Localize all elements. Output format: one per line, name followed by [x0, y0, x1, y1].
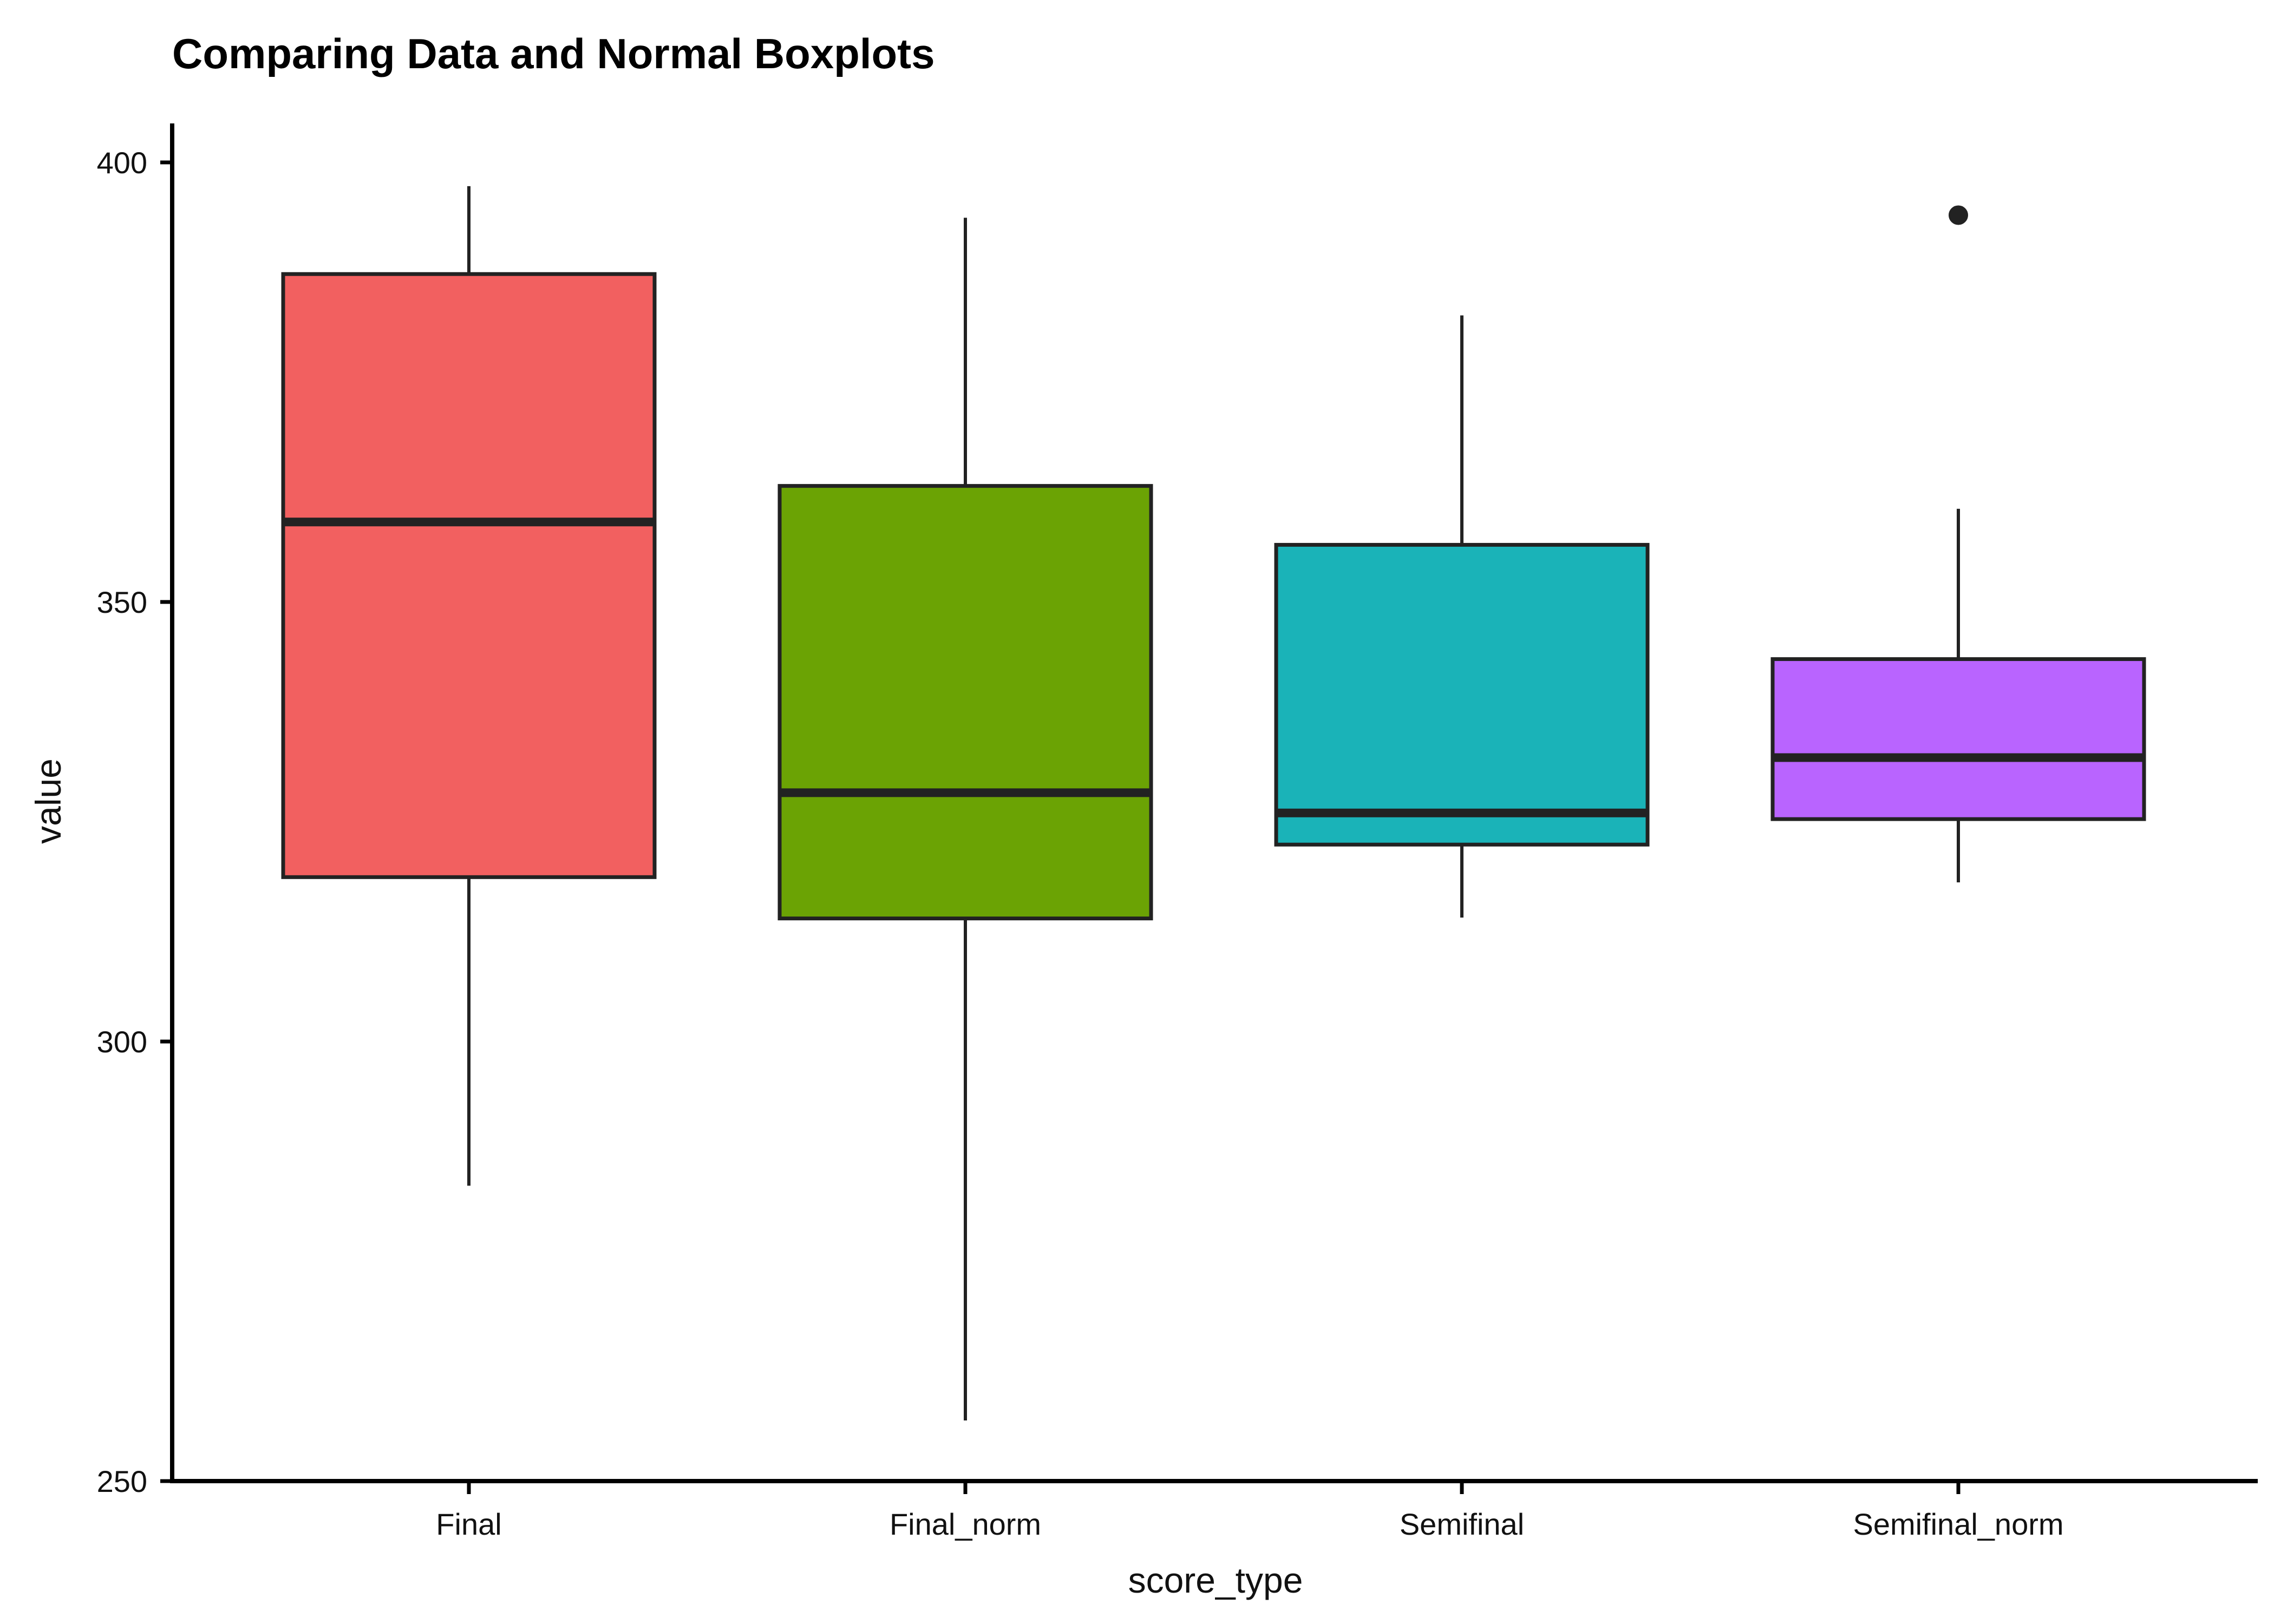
y-tick-label: 400: [97, 146, 147, 180]
plot-area: [281, 186, 2146, 1420]
x-tick-label: Final_norm: [890, 1507, 1041, 1541]
y-axis-title: value: [28, 758, 68, 844]
chart-title: Comparing Data and Normal Boxplots: [172, 30, 935, 77]
outlier-point-semifinal-norm: [1949, 205, 1968, 225]
box-group-semifinal: [1274, 315, 1650, 918]
box-group-semifinal-norm: [1770, 205, 2146, 883]
box-group-final-norm: [777, 218, 1153, 1420]
box-final-norm: [777, 484, 1153, 921]
x-tick-label: Semifinal: [1400, 1507, 1524, 1541]
x-tick-label: Semifinal_norm: [1853, 1507, 2063, 1541]
box-final: [281, 272, 657, 879]
y-tick-label: 250: [97, 1464, 147, 1498]
x-axis-ticks: Final Final_norm Semifinal Semifinal_norm: [436, 1481, 2064, 1541]
y-tick-label: 350: [97, 585, 147, 619]
box-semifinal: [1274, 542, 1650, 847]
x-tick-label: Final: [436, 1507, 501, 1541]
y-tick-label: 300: [97, 1025, 147, 1059]
box-group-final: [281, 186, 657, 1186]
box-semifinal-norm: [1770, 657, 2146, 821]
y-axis-ticks: 250 300 350 400: [97, 146, 172, 1498]
x-axis-title: score_type: [1128, 1560, 1303, 1600]
